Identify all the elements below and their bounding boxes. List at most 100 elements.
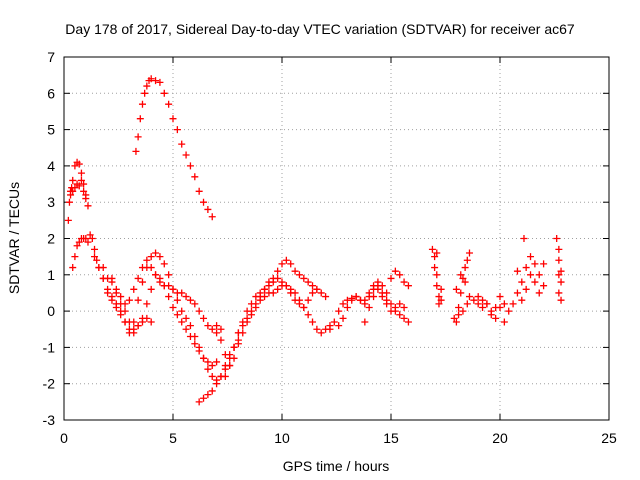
data-point bbox=[256, 293, 264, 301]
data-point bbox=[182, 325, 190, 333]
data-point bbox=[141, 89, 149, 97]
data-point bbox=[147, 285, 155, 293]
data-point bbox=[465, 293, 473, 301]
data-point bbox=[169, 115, 177, 123]
data-point bbox=[93, 256, 101, 264]
data-point bbox=[400, 278, 408, 286]
series-arc-2 bbox=[132, 75, 216, 221]
data-point bbox=[455, 303, 463, 311]
data-point bbox=[213, 322, 221, 330]
data-point bbox=[555, 289, 563, 297]
data-point bbox=[535, 289, 543, 297]
data-point bbox=[125, 318, 133, 326]
data-point bbox=[138, 264, 146, 272]
data-point bbox=[391, 267, 399, 275]
data-point bbox=[67, 191, 75, 199]
data-point bbox=[147, 75, 155, 83]
data-point bbox=[287, 289, 295, 297]
data-point bbox=[191, 173, 199, 181]
data-point bbox=[134, 133, 142, 141]
data-point bbox=[65, 198, 73, 206]
data-point bbox=[77, 169, 85, 177]
data-point bbox=[300, 303, 308, 311]
x-tick-label: 5 bbox=[169, 430, 177, 446]
data-point bbox=[195, 307, 203, 315]
data-point bbox=[505, 307, 513, 315]
data-point bbox=[186, 162, 194, 170]
x-tick-label: 25 bbox=[601, 430, 617, 446]
data-point bbox=[169, 285, 177, 293]
data-point bbox=[479, 303, 487, 311]
data-point bbox=[391, 303, 399, 311]
data-point bbox=[555, 256, 563, 264]
x-axis-label: GPS time / hours bbox=[283, 458, 390, 474]
data-point bbox=[71, 253, 79, 261]
data-point bbox=[182, 293, 190, 301]
data-point bbox=[191, 340, 199, 348]
data-point bbox=[531, 278, 539, 286]
data-point bbox=[108, 274, 116, 282]
data-point bbox=[75, 160, 83, 168]
data-point bbox=[326, 325, 334, 333]
data-point bbox=[204, 391, 212, 399]
data-point bbox=[200, 354, 208, 362]
data-point bbox=[513, 289, 521, 297]
data-point bbox=[239, 322, 247, 330]
data-point bbox=[428, 245, 436, 253]
data-point bbox=[459, 274, 467, 282]
data-point bbox=[431, 253, 439, 261]
data-point bbox=[182, 151, 190, 159]
data-point bbox=[84, 238, 92, 246]
data-point bbox=[234, 329, 242, 337]
data-point bbox=[160, 260, 168, 268]
data-point bbox=[339, 314, 347, 322]
data-point bbox=[282, 256, 290, 264]
data-point bbox=[69, 264, 77, 272]
data-point bbox=[461, 264, 469, 272]
data-point bbox=[435, 293, 443, 301]
data-point bbox=[204, 322, 212, 330]
data-point bbox=[540, 260, 548, 268]
data-point bbox=[343, 303, 351, 311]
x-tick-label: 20 bbox=[492, 430, 508, 446]
data-point bbox=[136, 115, 144, 123]
data-point bbox=[160, 89, 168, 97]
data-marks bbox=[64, 75, 565, 406]
data-point bbox=[274, 285, 282, 293]
data-point bbox=[383, 300, 391, 308]
data-point bbox=[112, 303, 120, 311]
data-point bbox=[291, 296, 299, 304]
data-point bbox=[555, 271, 563, 279]
data-point bbox=[553, 235, 561, 242]
data-point bbox=[433, 282, 441, 290]
data-point bbox=[474, 293, 482, 301]
data-point bbox=[500, 318, 508, 326]
data-point bbox=[304, 278, 312, 286]
data-point bbox=[330, 318, 338, 326]
y-tick-label: 4 bbox=[47, 158, 55, 174]
data-point bbox=[361, 300, 369, 308]
data-point bbox=[433, 249, 441, 257]
data-point bbox=[317, 289, 325, 297]
data-point bbox=[138, 314, 146, 322]
y-tick-label: 7 bbox=[47, 49, 55, 65]
plot-frame bbox=[63, 56, 610, 421]
data-point bbox=[518, 296, 526, 304]
data-point bbox=[173, 296, 181, 304]
data-point bbox=[75, 238, 83, 246]
data-point bbox=[278, 278, 286, 286]
data-point bbox=[404, 282, 412, 290]
data-point bbox=[396, 271, 404, 279]
data-point bbox=[431, 264, 439, 272]
data-point bbox=[400, 314, 408, 322]
data-point bbox=[147, 318, 155, 326]
data-point bbox=[313, 325, 321, 333]
data-point bbox=[261, 285, 269, 293]
data-point bbox=[226, 362, 234, 370]
data-point bbox=[208, 213, 216, 221]
data-point bbox=[492, 314, 500, 322]
data-point bbox=[112, 289, 120, 297]
axis-ticks: -3 -2 -1 0 1 2 3 4 5 6 7 0 5 10 15 20 25 bbox=[43, 49, 617, 446]
data-point bbox=[213, 358, 221, 366]
